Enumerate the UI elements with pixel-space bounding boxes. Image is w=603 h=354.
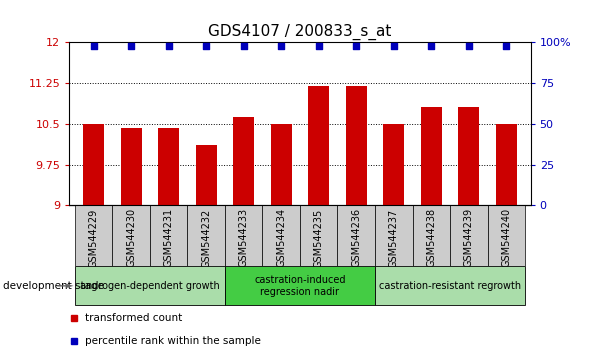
Bar (75, 205, 113, 266)
Text: GSM544237: GSM544237 (389, 208, 399, 268)
Point (389, 43, 399, 48)
Point (201, 43, 211, 48)
Point (239, 43, 248, 48)
Text: castration-induced
regression nadir: castration-induced regression nadir (254, 275, 346, 297)
Point (89, 43, 98, 48)
Bar (375, 266, 525, 306)
Text: GSM544234: GSM544234 (276, 208, 286, 268)
Text: transformed count: transformed count (86, 313, 183, 323)
Bar (75, 266, 225, 306)
Text: androgen-dependent growth: androgen-dependent growth (80, 281, 220, 291)
Bar (375, 205, 412, 266)
Text: GSM544236: GSM544236 (352, 208, 361, 268)
Bar (225, 266, 375, 306)
Bar (384, 124, 404, 205)
Point (164, 43, 174, 48)
Point (426, 43, 436, 48)
Text: GSM544230: GSM544230 (126, 208, 136, 268)
Bar (346, 86, 367, 205)
Bar (196, 144, 216, 205)
Text: GSM544240: GSM544240 (501, 208, 511, 268)
Bar (83, 124, 104, 205)
Bar (233, 118, 254, 205)
Text: GSM544235: GSM544235 (314, 208, 324, 268)
Title: GDS4107 / 200833_s_at: GDS4107 / 200833_s_at (208, 23, 392, 40)
Point (276, 43, 286, 48)
Bar (412, 205, 450, 266)
Text: development stage: development stage (3, 281, 104, 291)
Bar (496, 124, 517, 205)
Text: GSM544231: GSM544231 (164, 208, 174, 268)
Bar (121, 128, 142, 205)
Bar (150, 205, 188, 266)
Text: GSM544232: GSM544232 (201, 208, 211, 268)
Text: GSM544229: GSM544229 (89, 208, 99, 268)
Bar (262, 205, 300, 266)
Bar (338, 205, 375, 266)
Text: castration-resistant regrowth: castration-resistant regrowth (379, 281, 521, 291)
Text: GSM544239: GSM544239 (464, 208, 474, 268)
Text: GSM544233: GSM544233 (239, 208, 248, 268)
Point (502, 43, 511, 48)
Bar (458, 107, 479, 205)
Bar (450, 205, 487, 266)
Bar (421, 107, 441, 205)
Bar (308, 86, 329, 205)
Bar (300, 205, 338, 266)
Bar (487, 205, 525, 266)
Bar (159, 128, 179, 205)
Bar (113, 205, 150, 266)
Point (314, 43, 324, 48)
Bar (225, 205, 262, 266)
Point (127, 43, 136, 48)
Bar (271, 124, 292, 205)
Point (352, 43, 361, 48)
Text: GSM544238: GSM544238 (426, 208, 436, 268)
Point (464, 43, 473, 48)
Text: percentile rank within the sample: percentile rank within the sample (86, 336, 261, 346)
Bar (188, 205, 225, 266)
